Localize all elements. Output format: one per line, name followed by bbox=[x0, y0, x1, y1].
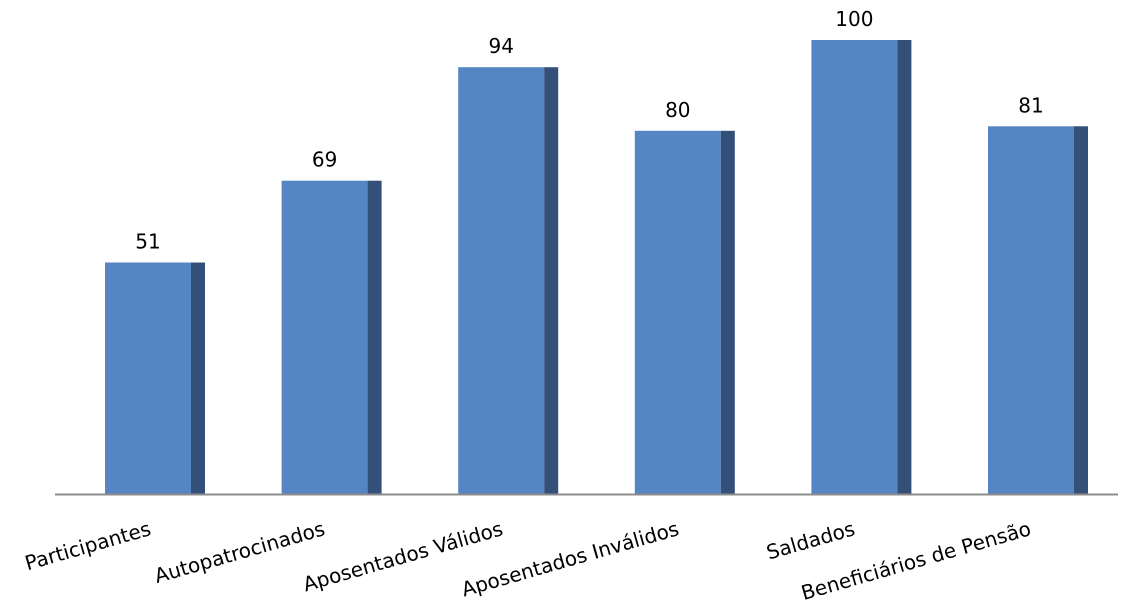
bar-4 bbox=[634, 130, 721, 495]
bar-1 bbox=[105, 262, 191, 494]
bar-2 bbox=[281, 180, 368, 494]
bar-side-1 bbox=[191, 262, 205, 494]
data-label-1: 51 bbox=[135, 230, 160, 254]
data-label-3: 94 bbox=[488, 34, 513, 58]
data-label-2: 69 bbox=[312, 148, 337, 172]
category-label-1: Participantes bbox=[22, 516, 153, 575]
category-label-5: Saldados bbox=[764, 516, 858, 564]
bar-3 bbox=[458, 67, 545, 494]
bar-6 bbox=[988, 126, 1074, 495]
bar-side-2 bbox=[367, 180, 382, 494]
bar-5 bbox=[811, 40, 898, 494]
bars-group bbox=[105, 40, 1088, 495]
data-label-5: 100 bbox=[835, 7, 873, 31]
bar-side-3 bbox=[544, 67, 559, 494]
data-label-4: 80 bbox=[665, 98, 690, 122]
bar-side-4 bbox=[720, 130, 735, 495]
data-label-6: 81 bbox=[1018, 93, 1043, 117]
bar-side-6 bbox=[1074, 126, 1088, 495]
category-labels-group: ParticipantesAutopatrocinadosAposentados… bbox=[22, 516, 1033, 603]
bar-side-5 bbox=[897, 40, 912, 494]
value-labels-group: 51 69 94 80 100 81 bbox=[135, 7, 1043, 254]
